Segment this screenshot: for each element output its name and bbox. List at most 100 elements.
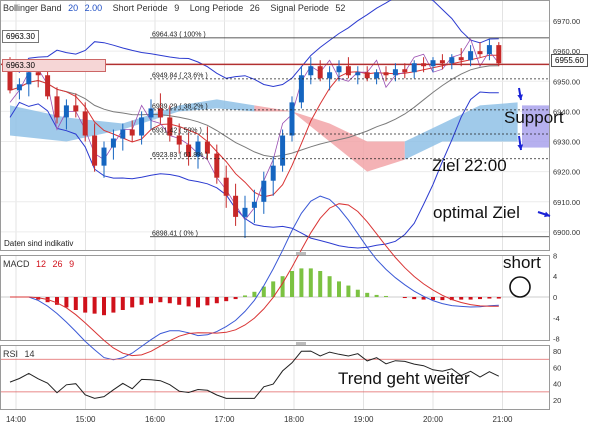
support-zone-rect — [522, 105, 549, 148]
long-period-value: 26 — [250, 3, 260, 13]
macd-panel-frame — [0, 255, 550, 341]
candle-body — [280, 135, 286, 166]
kumo-bull-1 — [10, 99, 255, 142]
macd-bar — [55, 297, 59, 305]
bollinger-upper — [9, 0, 499, 88]
macd-bar — [290, 271, 294, 297]
macd-bar — [402, 297, 407, 299]
short-signal-circle — [509, 276, 531, 298]
candle-body — [364, 72, 370, 79]
svg-text:RSI 14: RSI 14 — [3, 349, 35, 359]
price-box-2-value: 6963.30 — [6, 61, 35, 70]
trend-annotation: Trend geht weiter — [338, 369, 470, 388]
macd-line — [10, 195, 499, 361]
x-tick-label: 17:00 — [214, 415, 235, 424]
y-tick-label: 6960.00 — [553, 47, 580, 56]
macd-bar — [243, 295, 247, 297]
candle-body — [355, 72, 361, 76]
macd-bar — [299, 268, 304, 297]
bollinger-deviation: 2.00 — [85, 3, 103, 13]
rsi-period: 14 — [25, 349, 35, 359]
candle-body — [289, 102, 295, 136]
x-tick-label: 21:00 — [492, 415, 513, 424]
short-annotation: short — [503, 253, 541, 272]
splitter-handle-rsi[interactable] — [296, 342, 306, 345]
arrow-to-target-head — [517, 144, 524, 150]
y-tick-label: 6910.00 — [553, 198, 580, 207]
macd-bar — [478, 297, 482, 300]
macd-bar — [327, 276, 332, 297]
macd-signal-line — [10, 203, 499, 357]
macd-bar — [308, 268, 313, 297]
macd-y-tick-label: -4 — [553, 314, 560, 323]
candle-body — [392, 69, 398, 76]
macd-bar — [130, 297, 135, 308]
candle-body — [120, 129, 126, 139]
candle-body — [186, 144, 192, 157]
macd-bar — [73, 297, 78, 310]
svg-text:Bollinger Band 20 2.00: Bollinger Band 20 2.00 Short Periode 9 L… — [3, 3, 345, 13]
macd-bar — [177, 297, 182, 305]
candle-body — [26, 72, 32, 85]
rsi-y-tick-label: 80 — [553, 347, 561, 356]
x-tick-label: 18:00 — [284, 415, 305, 424]
candle-body — [139, 117, 145, 136]
macd-label: MACD — [3, 259, 30, 269]
x-tick-label: 16:00 — [145, 415, 166, 424]
macd-bar — [374, 294, 379, 297]
candle-body — [327, 72, 333, 79]
macd-bar — [337, 281, 341, 297]
candle-body — [110, 138, 116, 148]
candle-body — [157, 108, 163, 118]
candle-body — [449, 57, 455, 64]
macd-bar — [261, 286, 266, 297]
candles — [7, 39, 502, 238]
candle-body — [204, 141, 210, 154]
macd-bar — [459, 297, 464, 300]
candle-body — [345, 66, 351, 76]
macd-bar — [102, 297, 106, 316]
axis-labels: 14:00 15:00 16:00 17:00 18:00 19:00 20:00 21:00… — [6, 17, 580, 424]
target-annotation: Ziel 22:00 — [432, 156, 507, 175]
ichimoku-cloud — [10, 99, 518, 172]
candle-body — [317, 66, 323, 79]
macd-bar — [440, 297, 445, 301]
candle-body — [223, 177, 229, 196]
y-tick-label: 6900.00 — [553, 228, 580, 237]
candle-body — [7, 63, 13, 91]
macd-bar — [365, 292, 370, 297]
support-zone — [522, 105, 549, 148]
y-tick-label: 6940.00 — [553, 107, 580, 116]
candle-body — [148, 108, 154, 118]
macd-bar — [120, 297, 125, 310]
macd-bar — [167, 297, 172, 304]
support-annotation: Support — [504, 108, 564, 127]
short-period-value: 9 — [174, 3, 179, 13]
candle-body — [45, 75, 51, 97]
price-box-1: 6963.30 — [2, 30, 39, 43]
candle-body — [261, 180, 267, 202]
svg-text:MACD 12 26 9: MACD 12 26 9 — [3, 259, 74, 269]
macd-p3: 9 — [69, 259, 74, 269]
long-period-label: Long Periode — [190, 3, 244, 13]
macd-bar — [196, 297, 200, 308]
candle-body — [270, 165, 276, 181]
fib-level-label: 6964.43 ( 100% ) — [152, 31, 206, 38]
rsi-y-tick-label: 20 — [553, 396, 561, 405]
candle-body — [477, 51, 483, 55]
splitter-handle-macd[interactable] — [296, 252, 306, 255]
macd-bar — [186, 297, 191, 307]
bollinger-mid — [9, 65, 499, 158]
candle-body — [129, 129, 135, 136]
macd-bar — [158, 297, 163, 303]
arrow-to-optimal-head — [544, 211, 550, 218]
macd-bar — [496, 297, 501, 299]
bollinger-lower — [9, 91, 499, 249]
candle-body — [214, 153, 220, 178]
price-box-2: 6963.30 — [2, 59, 106, 72]
macd-y-tick-label: -8 — [553, 335, 560, 344]
fib-level-label: 6949.84 ( 23.6% ) — [152, 72, 208, 79]
candle-body — [298, 75, 304, 103]
x-tick-label: 19:00 — [353, 415, 374, 424]
